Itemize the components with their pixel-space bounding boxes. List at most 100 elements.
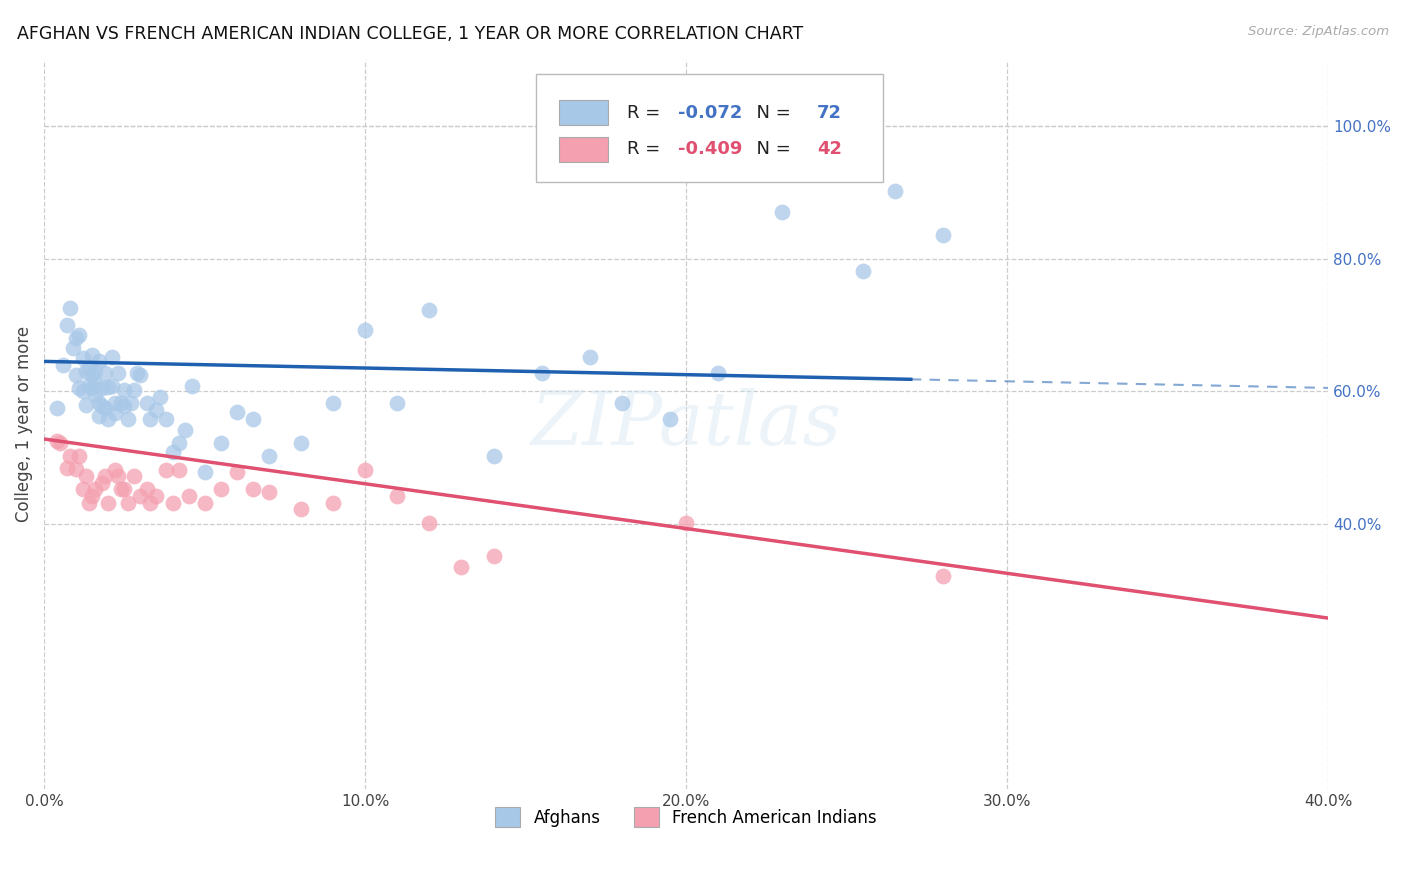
Point — [174, 423, 197, 437]
Point — [87, 354, 110, 368]
Point — [482, 449, 505, 463]
Point — [117, 496, 139, 510]
Point — [84, 483, 107, 497]
Point — [135, 483, 157, 497]
Point — [90, 475, 112, 490]
Point — [257, 449, 280, 463]
Text: 72: 72 — [817, 103, 842, 122]
Point — [104, 462, 127, 476]
Point — [177, 489, 200, 503]
Point — [135, 396, 157, 410]
Point — [110, 483, 132, 497]
Point — [97, 379, 120, 393]
Point — [122, 383, 145, 397]
Point — [139, 496, 162, 510]
Text: N =: N = — [745, 140, 797, 159]
Text: -0.409: -0.409 — [679, 140, 742, 159]
Point — [104, 396, 127, 410]
Point — [770, 205, 793, 219]
Point — [162, 496, 184, 510]
Point — [65, 331, 87, 345]
Point — [94, 366, 117, 380]
Point — [100, 350, 122, 364]
Point — [117, 412, 139, 426]
Point — [97, 496, 120, 510]
Point — [659, 412, 682, 426]
Text: -0.072: -0.072 — [679, 103, 742, 122]
Legend: Afghans, French American Indians: Afghans, French American Indians — [486, 798, 886, 836]
FancyBboxPatch shape — [560, 137, 607, 161]
Point — [77, 496, 100, 510]
Point — [75, 397, 97, 411]
Point — [322, 396, 344, 410]
Point — [65, 462, 87, 476]
Point — [322, 496, 344, 510]
Point — [139, 412, 162, 426]
Y-axis label: College, 1 year or more: College, 1 year or more — [15, 326, 32, 523]
Point — [77, 361, 100, 376]
Point — [94, 469, 117, 483]
Point — [290, 502, 312, 516]
Point — [610, 396, 633, 410]
Point — [65, 368, 87, 382]
Text: AFGHAN VS FRENCH AMERICAN INDIAN COLLEGE, 1 YEAR OR MORE CORRELATION CHART: AFGHAN VS FRENCH AMERICAN INDIAN COLLEGE… — [17, 25, 803, 43]
Point — [59, 449, 82, 463]
Point — [107, 469, 129, 483]
Point — [418, 303, 440, 318]
Point — [127, 366, 149, 380]
Point — [120, 396, 142, 410]
Point — [167, 436, 190, 450]
Point — [290, 436, 312, 450]
Point — [84, 376, 107, 391]
Point — [387, 489, 409, 503]
Point — [145, 489, 167, 503]
Point — [94, 401, 117, 416]
Point — [579, 350, 602, 364]
Point — [155, 412, 177, 426]
Point — [932, 568, 955, 582]
Point — [82, 368, 104, 382]
Point — [82, 489, 104, 503]
Point — [84, 364, 107, 378]
Point — [87, 396, 110, 410]
Point — [55, 460, 77, 475]
Point — [55, 318, 77, 332]
Point — [225, 405, 247, 419]
Text: 42: 42 — [817, 140, 842, 159]
Point — [75, 364, 97, 378]
Point — [883, 184, 905, 198]
Point — [110, 396, 132, 410]
Point — [72, 384, 94, 399]
Point — [75, 469, 97, 483]
Point — [155, 462, 177, 476]
Point — [67, 381, 90, 395]
Point — [354, 462, 377, 476]
Point — [82, 381, 104, 395]
Point — [257, 485, 280, 500]
Point — [100, 379, 122, 393]
Point — [242, 412, 264, 426]
Text: Source: ZipAtlas.com: Source: ZipAtlas.com — [1249, 25, 1389, 38]
Point — [87, 409, 110, 424]
Point — [675, 516, 697, 530]
Point — [90, 399, 112, 413]
Point — [482, 549, 505, 563]
Point — [450, 560, 472, 574]
FancyBboxPatch shape — [560, 101, 607, 125]
Point — [129, 489, 152, 503]
Point — [162, 445, 184, 459]
Point — [112, 399, 135, 413]
Point — [209, 483, 232, 497]
Point — [59, 301, 82, 316]
Point — [107, 367, 129, 381]
Point — [46, 434, 69, 448]
Point — [46, 401, 69, 415]
Text: ZIPatlas: ZIPatlas — [530, 388, 842, 460]
Point — [194, 496, 217, 510]
Point — [354, 323, 377, 337]
Point — [167, 462, 190, 476]
Point — [112, 483, 135, 497]
Point — [707, 366, 730, 380]
Point — [82, 348, 104, 362]
Point — [530, 366, 553, 380]
